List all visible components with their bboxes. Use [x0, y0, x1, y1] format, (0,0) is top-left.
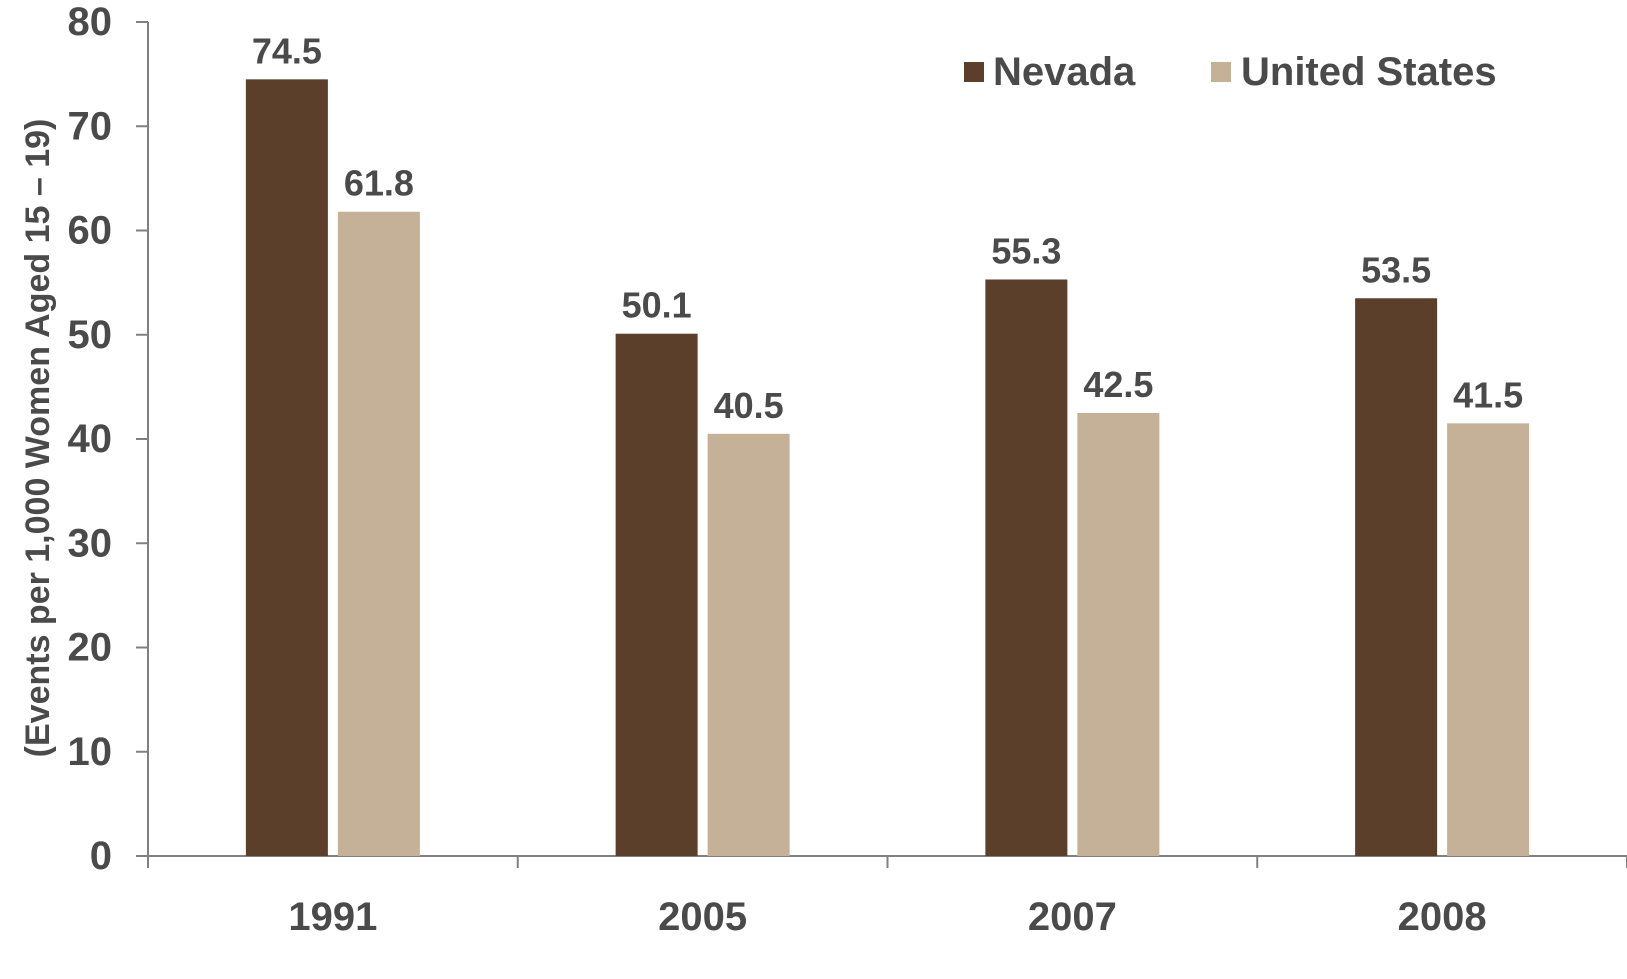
- legend-label: United States: [1241, 50, 1497, 94]
- bar-nevada: [1355, 298, 1438, 856]
- bar-series-group: [245, 79, 1530, 857]
- data-label: 42.5: [1083, 364, 1153, 405]
- y-tick-label: 50: [68, 313, 113, 357]
- data-label: 55.3: [991, 230, 1061, 271]
- legend-swatch: [964, 62, 984, 82]
- bar-nevada: [615, 333, 698, 856]
- data-label-group: 74.5 61.8 50.1 40.5 55.3 42.5 53.5 41.5: [252, 30, 1523, 425]
- y-axis-title: (Events per 1,000 Women Aged 15 – 19): [19, 119, 57, 758]
- y-tick-label: 60: [68, 209, 113, 253]
- legend-label: Nevada: [993, 50, 1136, 94]
- x-category-label: 2008: [1398, 895, 1487, 939]
- y-tick-label: 0: [90, 834, 112, 878]
- bar-united-states: [1077, 412, 1160, 856]
- bar-united-states: [1447, 423, 1530, 856]
- bar-united-states: [707, 433, 790, 856]
- x-category-label: 2005: [658, 895, 747, 939]
- data-label: 61.8: [344, 163, 414, 204]
- y-tick-label: 40: [68, 417, 113, 461]
- bar-united-states: [337, 211, 420, 857]
- x-axis: 1991 2005 2007 2008: [147, 855, 1627, 939]
- legend: Nevada United States: [964, 50, 1497, 94]
- data-label: 74.5: [252, 30, 322, 71]
- y-tick-label: 70: [68, 104, 113, 148]
- data-label: 40.5: [714, 385, 784, 426]
- data-label: 50.1: [622, 285, 692, 326]
- y-tick-label: 80: [68, 0, 113, 44]
- bar-nevada: [985, 279, 1068, 856]
- legend-swatch: [1211, 62, 1231, 82]
- y-tick-label: 10: [68, 730, 113, 774]
- y-axis: 0 10 20 30 40 50 60 70 80: [68, 0, 149, 878]
- y-tick-label: 30: [68, 521, 113, 565]
- bar-nevada: [245, 79, 328, 856]
- data-label: 53.5: [1361, 249, 1431, 290]
- x-category-label: 2007: [1028, 895, 1117, 939]
- y-tick-label: 20: [68, 626, 113, 670]
- x-category-label: 1991: [288, 895, 377, 939]
- data-label: 41.5: [1453, 374, 1523, 415]
